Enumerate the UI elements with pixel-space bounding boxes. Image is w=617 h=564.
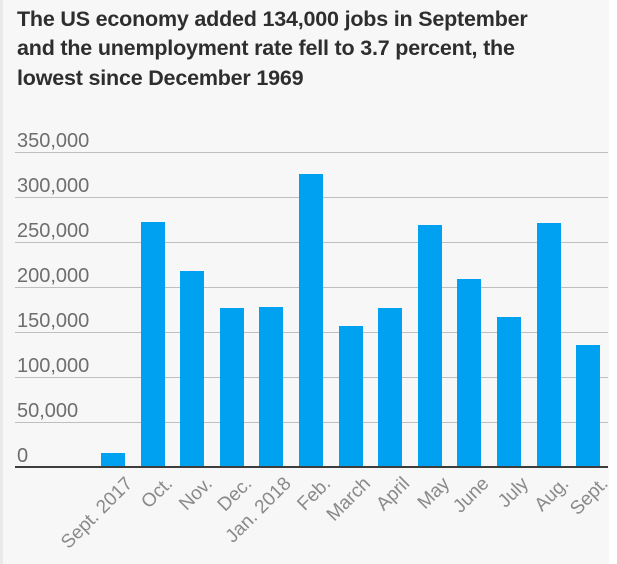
left-edge-strip (0, 0, 3, 564)
bar-jan-2018 (259, 307, 284, 466)
x-tick-label: July (494, 473, 534, 513)
x-tick-label: June (449, 473, 494, 518)
y-tick-label: 300,000 (17, 174, 90, 197)
x-tick-label: April (372, 473, 415, 516)
x-axis-baseline (15, 465, 608, 469)
x-tick-label: Oct. (137, 473, 177, 513)
bar-sept (576, 345, 601, 466)
chart-title: The US economy added 134,000 jobs in Sep… (17, 5, 609, 93)
y-tick-label: 350,000 (17, 129, 90, 152)
x-tick-label: Nov. (174, 473, 217, 515)
chart-title-line-2: and the unemployment rate fell to 3.7 pe… (17, 36, 515, 61)
bar-sept-2017 (101, 453, 125, 466)
x-tick-label: May (413, 473, 454, 514)
gridline-350,000 (15, 151, 608, 153)
x-tick-label: Sept. 2017 (57, 473, 138, 554)
y-tick-label: 50,000 (17, 399, 79, 422)
x-tick-label: Aug. (530, 473, 573, 516)
bar-oct (140, 221, 165, 466)
chart-title-line-3: lowest since December 1969 (17, 65, 304, 90)
bar-july (497, 317, 521, 466)
bar-june (457, 278, 482, 466)
bar-dec (219, 308, 244, 466)
bar-aug (536, 222, 561, 466)
bar-nov (180, 271, 205, 466)
y-tick-label: 0 (17, 444, 29, 467)
x-tick-label: March (322, 473, 375, 526)
y-tick-label: 100,000 (17, 354, 90, 377)
y-tick-label: 250,000 (17, 219, 90, 242)
x-tick-label: Sept. (566, 473, 613, 520)
bar-feb (299, 174, 323, 466)
bar-april (378, 308, 403, 466)
y-tick-label: 150,000 (17, 309, 90, 332)
bar-march (338, 326, 363, 466)
chart-title-line-1: The US economy added 134,000 jobs in Sep… (17, 7, 528, 31)
bar-may (417, 224, 442, 466)
right-margin-strip (609, 0, 617, 564)
y-tick-label: 200,000 (17, 264, 90, 287)
